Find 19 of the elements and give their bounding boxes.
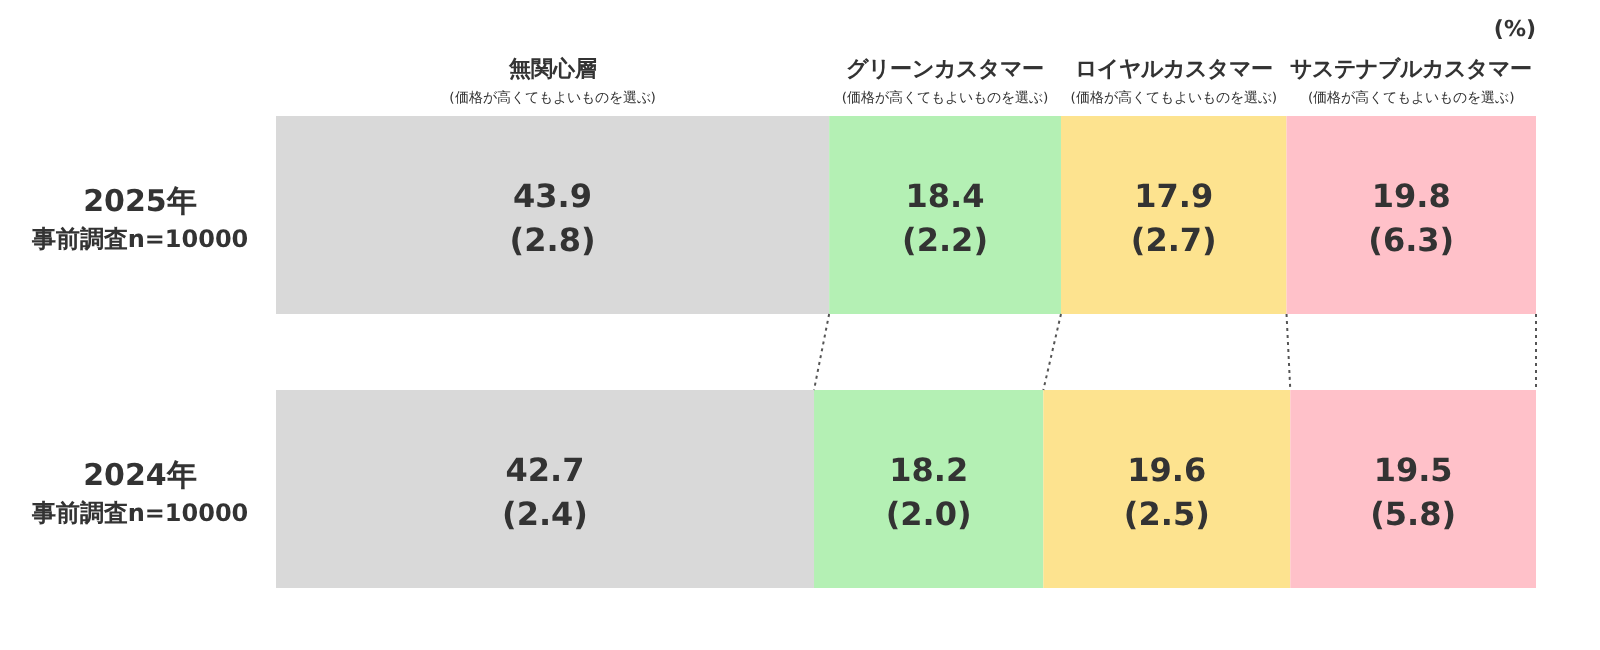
bar — [276, 116, 830, 314]
bar — [1290, 390, 1536, 588]
bar — [1043, 390, 1291, 588]
data-label: 19.8 (6.3) — [1368, 177, 1455, 259]
bar — [276, 390, 815, 588]
data-label: 17.9 (2.7) — [1130, 177, 1217, 259]
data-label: 19.5 (5.8) — [1370, 451, 1457, 533]
data-label: 42.7 (2.4) — [502, 451, 588, 533]
data-label: 19.6 (2.5) — [1123, 451, 1210, 533]
y-tick-label: 2025年事前調査n=10000 — [29, 183, 249, 253]
data-label: 43.9 (2.8) — [509, 177, 596, 259]
bar — [814, 390, 1044, 588]
bar — [1060, 116, 1287, 314]
text: (%) — [1493, 16, 1536, 42]
data-label: 18.2 (2.0) — [885, 451, 972, 533]
bar — [829, 116, 1061, 314]
y-tick-label: 2024年事前調査n=10000 — [29, 457, 249, 527]
data-label: 18.4 (2.2) — [902, 177, 989, 259]
bar — [1286, 116, 1536, 314]
